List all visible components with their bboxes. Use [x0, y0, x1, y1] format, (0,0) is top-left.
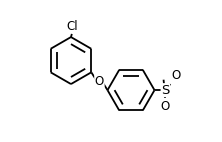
- Text: O: O: [161, 100, 170, 113]
- Text: O: O: [95, 75, 104, 88]
- Text: S: S: [161, 84, 169, 97]
- Text: O: O: [171, 69, 181, 82]
- Text: Cl: Cl: [66, 20, 78, 33]
